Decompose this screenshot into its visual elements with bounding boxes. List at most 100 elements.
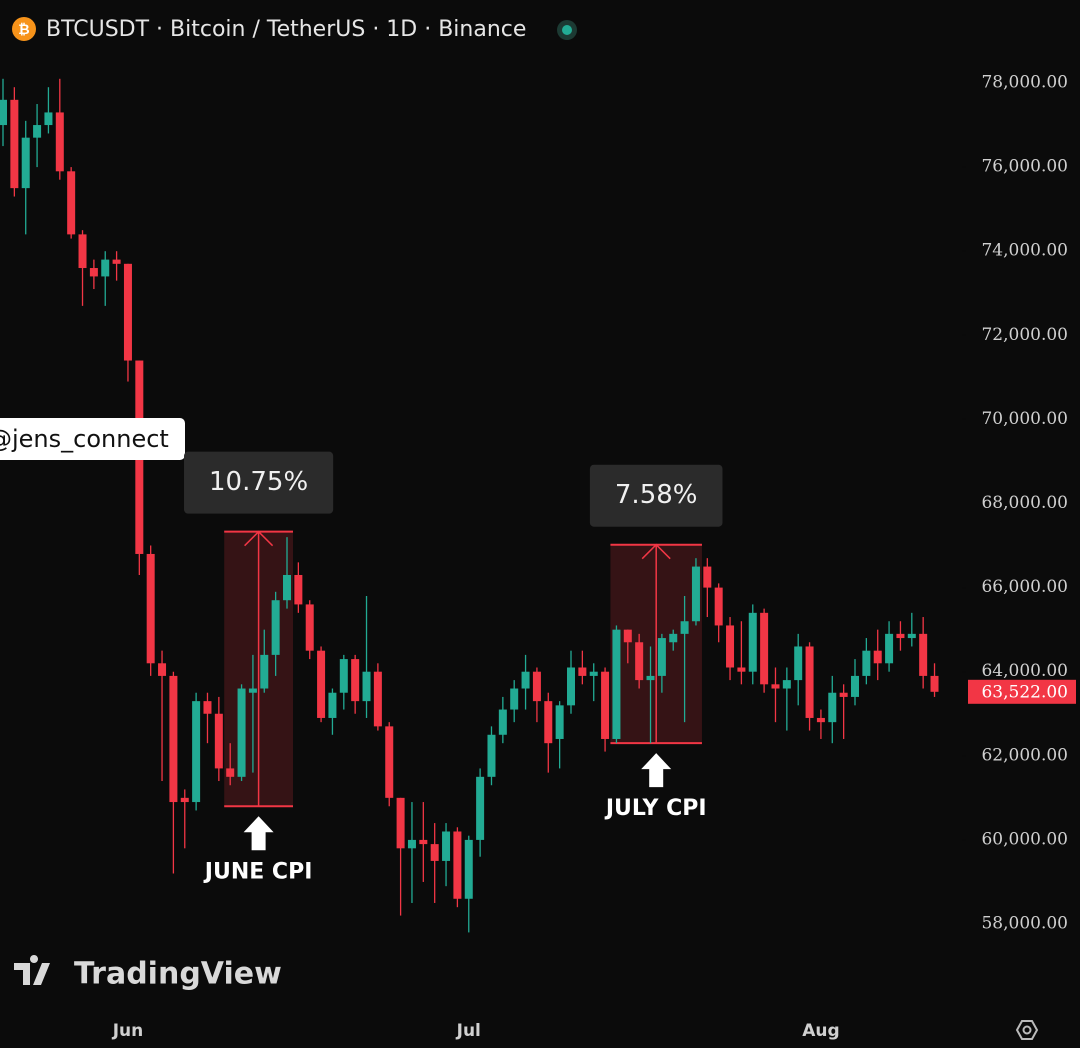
candle-body — [203, 701, 212, 714]
candle-body — [33, 125, 42, 138]
candle-body — [294, 574, 303, 605]
y-tick-label: 78,000.00 — [981, 73, 1068, 93]
measure-arrowhead — [641, 543, 671, 560]
y-tick-label: 64,000.00 — [981, 661, 1068, 681]
candle-body — [601, 671, 610, 739]
candle-body — [919, 633, 928, 676]
candle-body — [476, 776, 485, 840]
brand-logo — [14, 955, 50, 985]
candle-body — [646, 675, 655, 681]
status-dot — [562, 25, 572, 35]
x-tick-label: Jun — [112, 1021, 144, 1041]
candle-body — [873, 650, 882, 664]
measure-note: JUNE CPI — [203, 859, 313, 884]
candle-body — [112, 259, 121, 264]
watermark: @jens_connect — [0, 425, 169, 453]
candle-body — [760, 612, 769, 685]
candle-body — [373, 671, 382, 727]
coin-symbol: ₿ — [18, 22, 29, 38]
candle-body — [271, 600, 280, 655]
candle-body — [442, 831, 451, 861]
candle-body — [192, 701, 201, 803]
candle-body — [498, 709, 507, 735]
candle-body — [10, 99, 19, 189]
candle-body — [816, 717, 825, 723]
candle-body — [521, 671, 530, 689]
candle-body — [737, 667, 746, 672]
candle-body — [362, 671, 371, 702]
candle-body — [67, 171, 76, 235]
candle-body — [248, 688, 257, 693]
candle-body — [430, 844, 439, 861]
coin-icon — [12, 17, 36, 41]
chart-title: BTCUSDT · Bitcoin / TetherUS · 1D · Bina… — [46, 17, 526, 42]
candle-body — [101, 259, 110, 277]
measure-label: 10.75% — [209, 467, 308, 497]
measure-label-box — [589, 464, 723, 527]
candle-body — [555, 705, 564, 739]
candle-body — [55, 112, 64, 172]
candle-body — [782, 680, 791, 689]
candle-body — [635, 642, 644, 681]
candle-body — [146, 553, 155, 664]
candle-body — [339, 659, 348, 693]
candle-body — [351, 659, 360, 702]
candle-body — [396, 797, 405, 849]
candle-body — [419, 839, 428, 845]
candle-body — [510, 688, 519, 710]
up-arrow — [243, 816, 274, 851]
watermark-box — [0, 418, 185, 460]
candle-body — [283, 574, 291, 601]
candle-body — [839, 692, 848, 697]
candle-body — [226, 768, 235, 777]
candle-body — [453, 831, 462, 899]
candle-body — [237, 688, 246, 777]
plot-area — [0, 78, 939, 933]
candle-body — [703, 566, 712, 588]
candle-body — [180, 797, 189, 803]
measure-label: 7.58% — [615, 480, 698, 510]
candle-body — [544, 701, 553, 744]
candle-body — [680, 621, 689, 634]
candle-body — [657, 638, 666, 676]
candle-body — [885, 633, 894, 664]
candle-body — [214, 713, 223, 769]
candle-body — [828, 692, 837, 723]
y-tick-label: 60,000.00 — [981, 829, 1068, 849]
candle-body — [794, 646, 803, 681]
x-tick-label: Jul — [456, 1021, 481, 1041]
candle-body — [771, 684, 780, 689]
candle-body — [464, 839, 473, 899]
candle-body — [623, 629, 632, 643]
y-tick-label: 76,000.00 — [981, 157, 1068, 177]
y-tick-label: 62,000.00 — [981, 745, 1068, 765]
logo-mark — [14, 955, 50, 985]
candle-body — [578, 667, 587, 676]
candle-body — [260, 654, 269, 689]
candle-body — [305, 604, 314, 651]
candle-body — [328, 692, 337, 718]
candle-body — [805, 646, 814, 718]
candle-body — [44, 112, 53, 126]
candle-body — [669, 633, 678, 643]
candle-body — [407, 839, 416, 849]
candle-body — [589, 671, 598, 676]
candle-body — [385, 726, 394, 798]
candle-body — [862, 650, 871, 676]
measure-label-box — [184, 451, 334, 514]
measure-arrowhead — [244, 530, 274, 547]
y-tick-label: 72,000.00 — [981, 325, 1068, 345]
candle-body — [169, 675, 178, 803]
settings-icon[interactable] — [1015, 1020, 1039, 1040]
candle-body — [930, 675, 939, 692]
y-tick-label: 74,000.00 — [981, 241, 1068, 261]
last-price-box — [968, 679, 1076, 704]
candle-body — [567, 667, 575, 706]
candle-body — [158, 663, 167, 676]
brand-text: TradingView — [74, 957, 282, 992]
candle-body — [21, 137, 30, 189]
candle-body — [748, 612, 757, 672]
candle-body — [0, 99, 7, 126]
